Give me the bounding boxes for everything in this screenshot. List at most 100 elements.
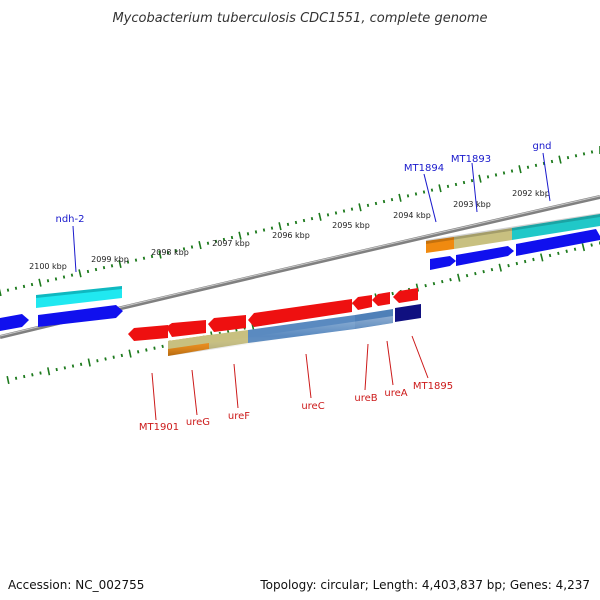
minor-tick [79,362,83,366]
gene-label-ureb[interactable]: ureB [354,393,377,404]
cds-arrow-mt1895[interactable] [393,288,418,303]
cds-arrow-mt1893[interactable] [456,246,514,266]
leader-line [151,372,157,421]
major-tick [478,174,482,183]
gene-label-mt1895[interactable]: MT1895 [413,381,453,392]
cds-arrow-left-edge[interactable] [0,314,29,331]
major-tick [498,263,502,272]
gene-label-gnd[interactable]: gnd [532,141,551,152]
minor-tick [190,245,194,249]
minor-tick [262,228,266,232]
cds-arrow-mt1901[interactable] [128,325,168,341]
cds-arrow-ureb[interactable] [352,295,372,310]
gene-label-urea[interactable]: ureA [384,388,407,399]
gene-label-ndh-2[interactable]: ndh-2 [56,214,85,225]
minor-tick [390,198,394,202]
minor-tick [449,277,452,282]
leader-line [471,162,478,213]
minor-tick [350,207,354,211]
minor-tick [14,376,18,380]
feature-cyan-bar[interactable] [36,287,122,308]
kbp-label: 2096 kbp [272,231,310,240]
gene-label-ureg[interactable]: ureG [186,417,210,428]
kbp-label: 2095 kbp [332,221,370,230]
minor-tick [22,284,26,289]
cds-arrow-gnd[interactable] [516,229,600,256]
minor-tick [334,211,338,215]
minor-tick [174,249,178,253]
feature-teal-bar[interactable] [512,214,600,240]
gene-label-mt1894[interactable]: MT1894 [404,163,444,174]
cds-arrow-urec[interactable] [248,299,352,327]
minor-tick [166,251,170,255]
major-tick [438,184,442,193]
minor-tick [110,264,114,268]
minor-tick [526,165,530,169]
minor-tick [414,192,418,196]
feature-navy-bar[interactable] [395,304,421,322]
leader-line [386,340,394,386]
minor-tick [446,184,450,188]
feature-olive-bar[interactable] [454,228,512,249]
cds-arrow-urea[interactable] [372,292,390,306]
leader-line [423,173,437,223]
minor-tick [62,275,66,279]
kbp-label: 2093 kbp [453,200,491,209]
gene-label-uref[interactable]: ureF [228,411,250,422]
feature-orange-bar[interactable] [426,237,454,253]
minor-tick [548,253,552,258]
minor-tick [96,359,99,363]
minor-tick [102,266,106,270]
gene-label-mt1893[interactable]: MT1893 [451,154,491,165]
major-tick [38,278,42,287]
gene-label-urec[interactable]: ureC [301,401,324,412]
minor-tick [94,267,98,272]
major-tick [278,222,282,231]
leader-line [233,363,239,409]
top-strand-cds [0,229,600,331]
minor-tick [222,237,226,242]
kbp-label: 2100 kbp [29,262,67,271]
minor-tick [465,273,469,278]
kbp-label: 2098 kbp [151,248,189,257]
gene-label-mt1901[interactable]: MT1901 [139,422,179,433]
minor-tick [254,230,258,234]
minor-tick [490,267,494,272]
cds-arrow-ndh-2[interactable] [38,305,123,327]
major-tick [78,269,82,278]
outer-tick-track [0,146,600,297]
minor-tick [590,150,594,154]
minor-tick [523,259,527,264]
minor-tick [150,254,154,259]
minor-tick [534,163,538,167]
cds-arrow-uref[interactable] [208,315,246,332]
minor-tick [54,277,58,281]
minor-tick [230,235,234,240]
minor-tick [310,217,314,221]
minor-tick [161,344,164,349]
minor-tick [462,180,466,185]
leader-line [364,343,369,391]
minor-tick [557,251,560,256]
feature-olive-bar-bottom[interactable] [168,335,209,349]
minor-tick [590,243,593,247]
minor-tick [302,218,306,223]
minor-tick [286,222,290,226]
minor-tick [374,201,378,206]
cds-arrow-ureg[interactable] [166,320,206,337]
cds-arrow-mt1894[interactable] [430,256,456,270]
minor-tick [120,353,124,358]
feature-bottom-shade [168,316,393,356]
minor-tick [424,283,427,288]
minor-tick [112,355,115,359]
minor-tick [582,152,586,156]
leader-line [542,152,551,202]
minor-tick [246,232,250,236]
major-tick [238,231,242,240]
minor-tick [86,269,90,274]
major-tick [398,193,402,202]
minor-tick [46,279,50,283]
feature-top-shade [426,213,600,244]
minor-tick [104,357,107,361]
